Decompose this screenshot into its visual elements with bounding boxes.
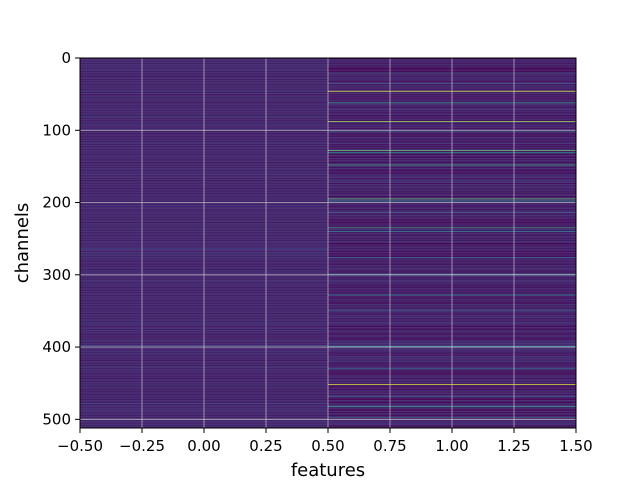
x-tick-label: 0.75 [373,437,406,455]
y-tick-label: 200 [42,194,71,212]
y-tick-label: 0 [61,49,71,67]
x-tick-label: 1.00 [435,437,468,455]
x-tick-label: 1.50 [559,437,592,455]
x-axis-label: features [291,460,365,480]
y-tick-label: 500 [42,410,71,428]
x-tick-label: 0.00 [187,437,220,455]
y-tick-label: 300 [42,266,71,284]
y-axis-ticks: 0 100 200 300 400 500 [42,49,80,428]
x-axis-ticks: −0.50 −0.25 0.00 0.25 0.50 0.75 1.00 1.25 1.50 [57,428,593,455]
x-tick-label: −0.50 [57,437,103,455]
x-tick-label: 1.25 [497,437,530,455]
y-tick-label: 100 [42,121,71,139]
x-tick-label: −0.25 [119,437,165,455]
y-axis-label: channels [12,203,33,284]
y-tick-label: 400 [42,338,71,356]
x-tick-label: 0.50 [311,437,344,455]
x-tick-label: 0.25 [249,437,282,455]
